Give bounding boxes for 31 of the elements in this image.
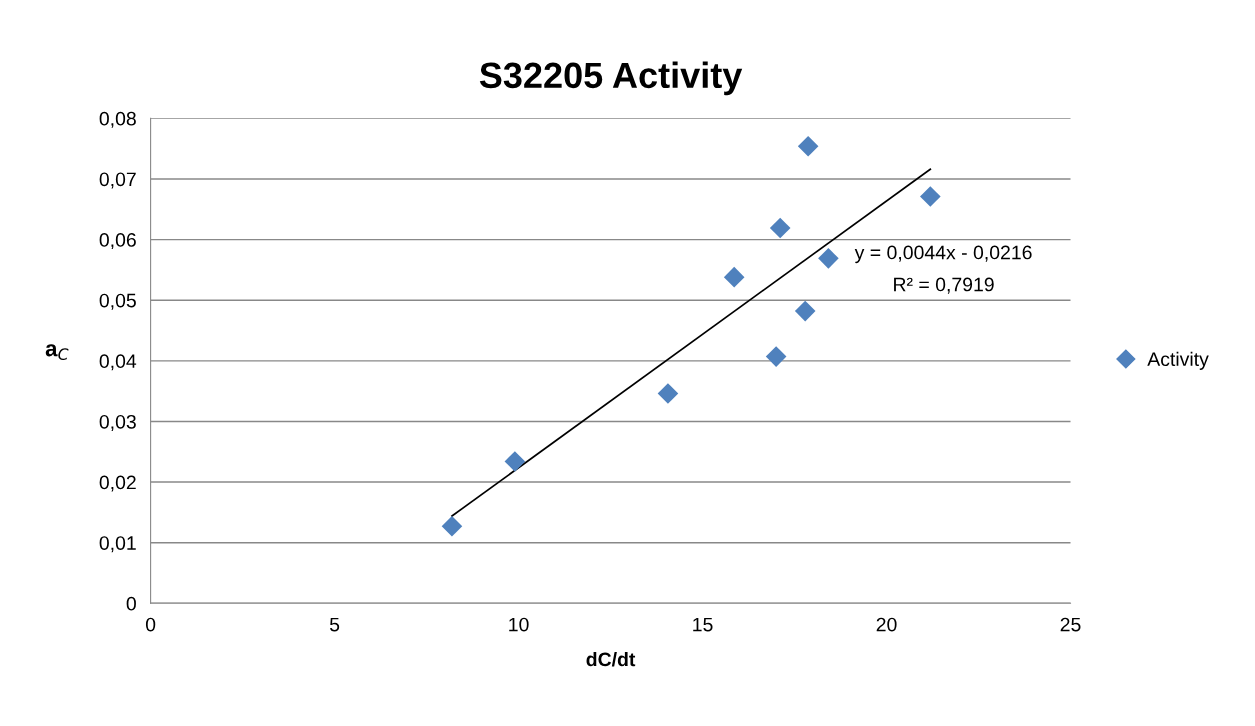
point <box>657 383 679 404</box>
point <box>818 248 839 269</box>
y-tick-label: 0,07 <box>99 172 136 189</box>
annotation: y = 0,0044x - 0,0216 <box>854 245 1032 264</box>
y-tick-label: 0,06 <box>99 233 136 250</box>
chart-title: S32205 Activity <box>479 61 743 96</box>
point <box>723 266 745 288</box>
y-tick-label: 0,01 <box>99 536 136 553</box>
x-axis-title: dC/dt <box>586 651 636 667</box>
point <box>794 300 816 322</box>
y-tick-label: 0,03 <box>99 414 136 431</box>
y-tick-label: 0,02 <box>99 475 136 492</box>
x-tick-label: 20 <box>876 617 897 632</box>
y-tick-label: 0,04 <box>99 354 137 371</box>
x-tick-label: 0 <box>145 617 156 632</box>
x-tick-label: 5 <box>329 617 340 632</box>
point <box>504 451 526 472</box>
point <box>769 217 791 239</box>
x-tick-label: 25 <box>1060 617 1081 632</box>
y-axis-title: a$_{C}$ <box>45 344 69 361</box>
annotation: R² = 0,7919 <box>894 277 994 294</box>
point <box>441 516 463 537</box>
y-tick-label: 0,05 <box>99 293 136 310</box>
x-tick-label: 10 <box>509 617 529 632</box>
point <box>765 346 787 367</box>
y-tick-label: 0,08 <box>99 111 136 128</box>
point <box>920 186 941 207</box>
point <box>797 135 819 157</box>
y-tick-label: 0 <box>126 596 136 611</box>
x-tick-label: 15 <box>693 617 713 632</box>
legend-label: Activity <box>1147 351 1209 370</box>
